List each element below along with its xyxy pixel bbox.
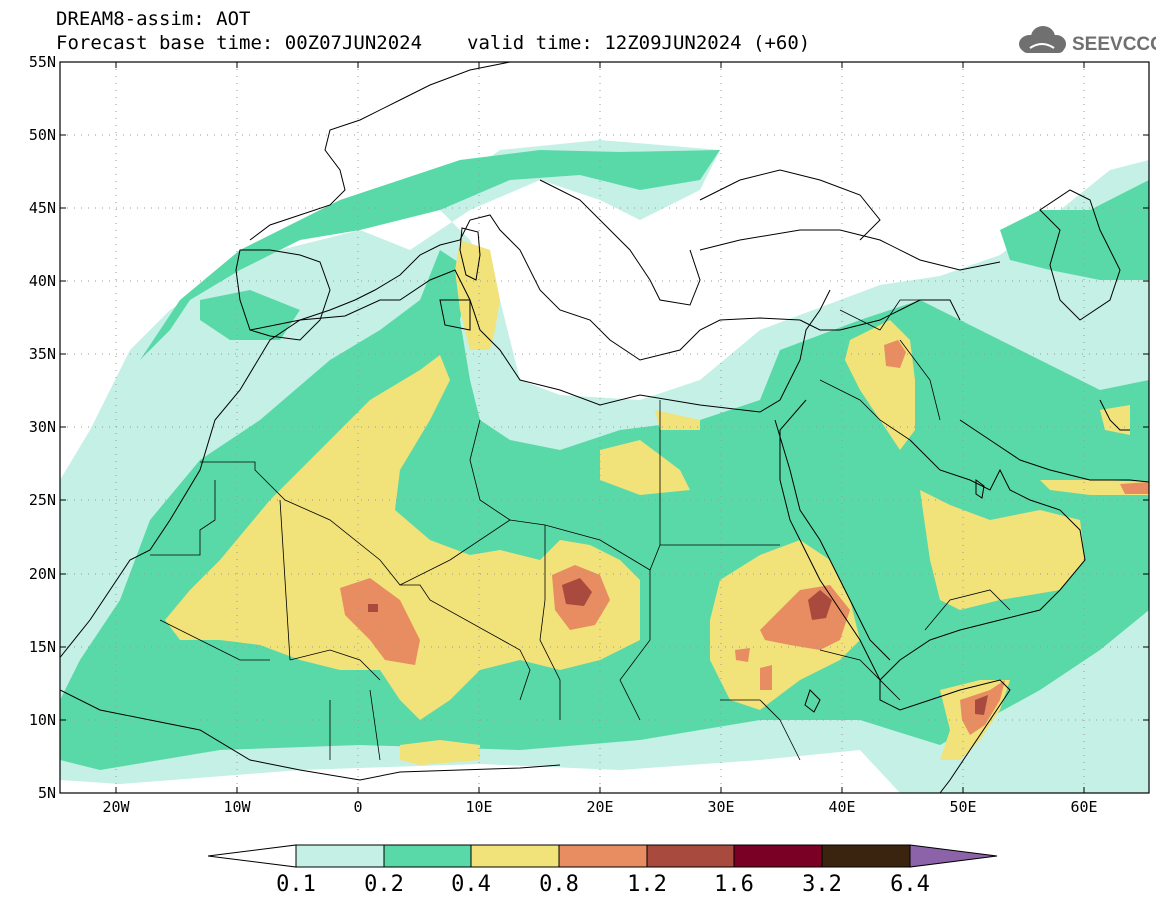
lat-label: 15N bbox=[29, 638, 56, 656]
lat-label: 50N bbox=[29, 126, 56, 144]
lat-label: 20N bbox=[29, 565, 56, 583]
logo-text: SEEVCCC bbox=[1072, 34, 1156, 55]
lat-label: 10N bbox=[29, 711, 56, 729]
lat-labels: 55N 50N 45N 40N 35N 30N 25N 20N 15N 10N … bbox=[29, 53, 56, 802]
seevccc-logo: SEEVCCC bbox=[1016, 24, 1164, 58]
graticule bbox=[60, 62, 1149, 793]
lat-label: 45N bbox=[29, 199, 56, 217]
aot-level-1.2 bbox=[368, 578, 988, 715]
lat-label: 55N bbox=[29, 53, 56, 71]
country-borders bbox=[150, 299, 1011, 761]
cloud-icon bbox=[1019, 26, 1066, 53]
base-time: Forecast base time: 00Z07JUN2024 bbox=[56, 32, 423, 54]
lon-label: 0 bbox=[353, 798, 362, 816]
time-info: Forecast base time: 00Z07JUN2024 valid ti… bbox=[56, 32, 810, 54]
lon-label: 40E bbox=[828, 798, 855, 816]
lat-label: 40N bbox=[29, 272, 56, 290]
aot-field bbox=[60, 140, 1149, 793]
lon-label: 10E bbox=[465, 798, 492, 816]
valid-time: valid time: 12Z09JUN2024 (+60) bbox=[467, 32, 811, 54]
lon-label: 30E bbox=[707, 798, 734, 816]
lat-label: 30N bbox=[29, 418, 56, 436]
lon-label: 10W bbox=[223, 798, 251, 816]
lat-label: 25N bbox=[29, 491, 56, 509]
axis-ticks bbox=[60, 61, 1149, 794]
lon-label: 20E bbox=[586, 798, 613, 816]
map-title: DREAM8-assim: AOT bbox=[56, 8, 251, 30]
lat-label: 5N bbox=[38, 784, 56, 802]
lon-labels: 20W 10W 0 10E 20E 30E 40E 50E 60E bbox=[102, 798, 1097, 816]
lat-label: 35N bbox=[29, 345, 56, 363]
lon-label: 20W bbox=[102, 798, 130, 816]
lon-label: 50E bbox=[949, 798, 976, 816]
lon-label: 60E bbox=[1070, 798, 1097, 816]
